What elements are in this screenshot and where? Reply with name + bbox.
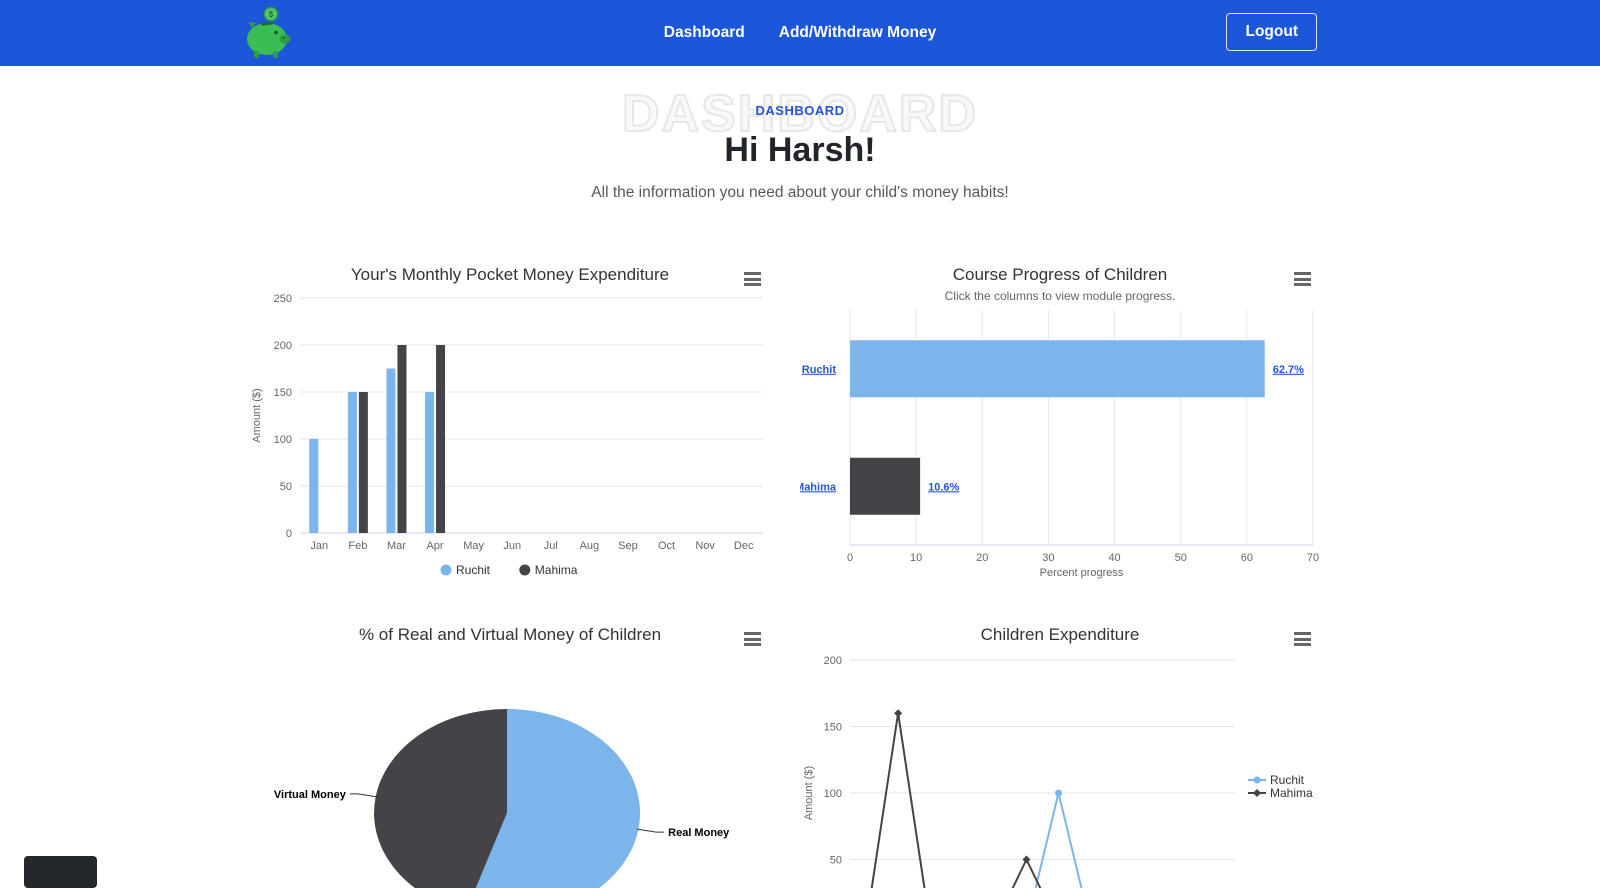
bar-ruchit-apr[interactable] bbox=[425, 392, 435, 533]
chart-context-menu-icon[interactable] bbox=[1290, 269, 1314, 289]
bar-chart-canvas[interactable]: 0 10 20 30 40 50 60 70 Ruchit 62.7% Mahima 10.6% Per… bbox=[800, 253, 1320, 593]
chart-context-menu-icon[interactable] bbox=[740, 629, 764, 649]
progress-bar-mahima[interactable] bbox=[850, 457, 921, 515]
piggy-bank-icon: $ bbox=[247, 6, 291, 58]
bar-ruchit-jan[interactable] bbox=[309, 439, 319, 533]
x-axis-tick: Jun bbox=[503, 540, 521, 552]
y-axis-title: Amount ($) bbox=[803, 766, 815, 820]
x-axis-tick: Jul bbox=[544, 540, 558, 552]
pie-label-real-money: Real Money bbox=[668, 827, 730, 839]
pie-slice-real-money[interactable] bbox=[466, 709, 641, 888]
y-axis-tick: 150 bbox=[824, 722, 842, 734]
y-axis-tick: 0 bbox=[286, 528, 292, 540]
chart-course-progress: Course Progress of Children Click the co… bbox=[800, 253, 1320, 598]
x-axis-title: Percent progress bbox=[1040, 567, 1124, 579]
point-marker[interactable] bbox=[1055, 789, 1063, 797]
chart-children-expenditure: Children Expenditure 50 100 150 200 Amount (… bbox=[800, 613, 1320, 888]
x-axis-tick: May bbox=[463, 540, 484, 552]
bar-mahima-mar[interactable] bbox=[397, 345, 407, 533]
y-axis-tick: 100 bbox=[274, 434, 292, 446]
chart-title: Course Progress of Children bbox=[952, 265, 1168, 284]
chart-title: % of Real and Virtual Money of Children bbox=[358, 625, 662, 644]
x-axis-tick: 60 bbox=[1241, 552, 1253, 564]
y-axis-tick: 200 bbox=[274, 340, 292, 352]
x-axis-tick: Sep bbox=[618, 540, 638, 552]
pie-label-connector bbox=[349, 793, 378, 798]
logout-button[interactable]: Logout bbox=[1226, 13, 1317, 51]
top-nav: $ Dashboard Add/Withdraw Money Logout bbox=[0, 0, 1600, 66]
legend-item-mahima[interactable]: Mahima bbox=[1270, 786, 1313, 800]
x-axis-tick: 40 bbox=[1108, 552, 1120, 564]
pie-label-virtual-money: Virtual Money bbox=[274, 789, 347, 801]
chart-context-menu-icon[interactable] bbox=[740, 269, 764, 289]
column-chart-canvas[interactable]: 0 50 100 150 200 250 Jan Feb Mar Apr May Jun Jul Aug S… bbox=[250, 253, 770, 603]
x-axis-tick: 70 bbox=[1307, 552, 1319, 564]
category-link-ruchit[interactable]: Ruchit bbox=[802, 364, 837, 376]
page-subtitle: All the information you need about your … bbox=[591, 184, 1009, 201]
x-axis-tick: 50 bbox=[1175, 552, 1187, 564]
chart-title: Your's Monthly Pocket Money Expenditure bbox=[350, 265, 670, 284]
page-title: Hi Harsh! bbox=[724, 131, 876, 169]
bar-ruchit-mar[interactable] bbox=[386, 368, 396, 534]
y-axis-tick: 200 bbox=[824, 655, 842, 667]
chart-real-virtual-money: % of Real and Virtual Money of Children … bbox=[250, 613, 770, 888]
legend-marker bbox=[440, 564, 452, 576]
chart-title: Children Expenditure bbox=[980, 625, 1140, 644]
legend-item-ruchit[interactable]: Ruchit bbox=[456, 563, 491, 577]
svg-text:$: $ bbox=[269, 10, 274, 19]
legend-item-ruchit[interactable]: Ruchit bbox=[1270, 773, 1305, 787]
y-axis-tick: 50 bbox=[280, 481, 292, 493]
bar-mahima-feb[interactable] bbox=[358, 392, 368, 533]
x-axis-tick: 0 bbox=[847, 552, 853, 564]
nav-link-add-withdraw-money[interactable]: Add/Withdraw Money bbox=[778, 24, 937, 41]
y-axis-tick: 50 bbox=[830, 855, 842, 867]
legend-marker bbox=[519, 564, 531, 576]
category-link-mahima[interactable]: Mahima bbox=[800, 481, 837, 493]
value-link-mahima[interactable]: 10.6% bbox=[928, 481, 959, 493]
value-link-ruchit[interactable]: 62.7% bbox=[1273, 364, 1304, 376]
x-axis-tick: 30 bbox=[1042, 552, 1054, 564]
y-axis-title: Amount ($) bbox=[251, 388, 263, 442]
nav-link-dashboard[interactable]: Dashboard bbox=[663, 24, 745, 41]
x-axis-tick: Feb bbox=[348, 540, 367, 552]
bar-ruchit-feb[interactable] bbox=[347, 392, 357, 533]
nav-links: Dashboard Add/Withdraw Money bbox=[0, 0, 1600, 66]
line-ruchit[interactable] bbox=[866, 792, 1219, 888]
y-axis-tick: 150 bbox=[274, 387, 292, 399]
pie-label-connector bbox=[636, 828, 665, 833]
dashboard-eyebrow: DASHBOARD bbox=[755, 103, 845, 118]
x-axis-tick: 10 bbox=[910, 552, 922, 564]
legend-item-mahima[interactable]: Mahima bbox=[535, 563, 578, 577]
x-axis-tick: 20 bbox=[976, 552, 988, 564]
chart-pocket-money-expenditure: Your's Monthly Pocket Money Expenditure … bbox=[250, 253, 770, 603]
point-marker[interactable] bbox=[894, 709, 903, 718]
x-axis-tick: Aug bbox=[580, 540, 600, 552]
pie-chart-canvas[interactable]: Real Money Virtual Money bbox=[250, 613, 770, 888]
y-axis-tick: 100 bbox=[824, 788, 842, 800]
x-axis-tick: Apr bbox=[426, 540, 443, 552]
x-axis-tick: Jan bbox=[310, 540, 328, 552]
bar-mahima-apr[interactable] bbox=[436, 345, 446, 533]
chart-context-menu-icon[interactable] bbox=[1290, 629, 1314, 649]
dashboard-watermark: DASHBOARD bbox=[621, 84, 978, 144]
y-axis-tick: 250 bbox=[274, 293, 292, 305]
footer-partial bbox=[24, 856, 97, 888]
x-axis-tick: Mar bbox=[387, 540, 406, 552]
x-axis-tick: Dec bbox=[734, 540, 754, 552]
x-axis-tick: Nov bbox=[695, 540, 715, 552]
point-marker[interactable] bbox=[1022, 855, 1031, 864]
progress-bar-ruchit[interactable] bbox=[850, 340, 1265, 398]
pie-slice-virtual-money[interactable] bbox=[374, 709, 507, 888]
chart-subtitle: Click the columns to view module progres… bbox=[944, 289, 1176, 303]
x-axis-tick: Oct bbox=[658, 540, 675, 552]
piggy-bank-logo[interactable]: $ bbox=[244, 6, 294, 60]
